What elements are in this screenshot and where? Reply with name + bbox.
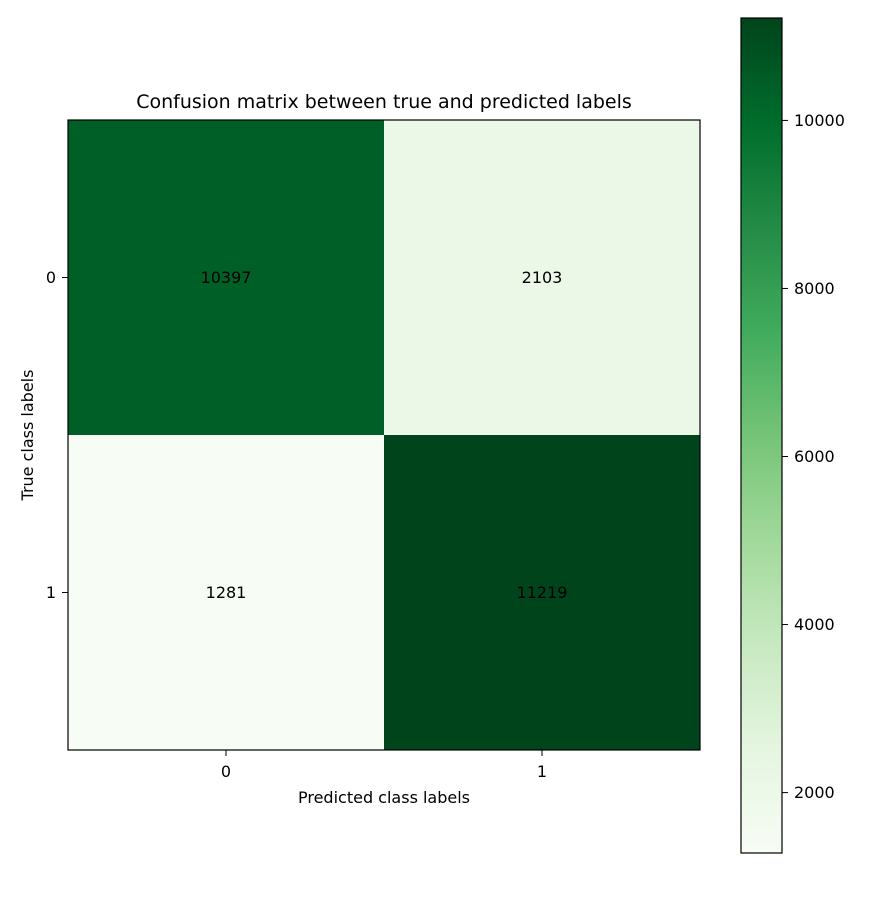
y-tick-label: 0	[46, 268, 56, 287]
heatmap-cell	[384, 435, 701, 751]
y-axis-ticks: 01	[46, 268, 68, 602]
plot-frame	[67, 119, 701, 751]
colorbar-tick-label: 2000	[794, 783, 835, 802]
cell-value-label: 2103	[522, 268, 563, 287]
y-tick-label: 1	[46, 583, 56, 602]
cell-value-label: 11219	[517, 583, 568, 602]
heatmap-cell	[68, 120, 385, 436]
heatmap-cell	[384, 120, 701, 436]
cell-value-label: 1281	[206, 583, 247, 602]
y-axis-label: True class labels	[18, 370, 37, 502]
heatmap-cells: 10397 2103 1281 11219	[68, 120, 701, 751]
x-tick-label: 1	[537, 762, 547, 781]
colorbar	[740, 17, 783, 854]
heatmap-cell	[68, 435, 385, 751]
colorbar-tick-label: 6000	[794, 447, 835, 466]
colorbar-ticks: 2000 4000 6000 8000 10000	[782, 111, 845, 802]
colorbar-tick-label: 4000	[794, 615, 835, 634]
chart-title: Confusion matrix between true and predic…	[136, 91, 632, 113]
cell-value-label: 10397	[201, 268, 252, 287]
colorbar-tick-label: 8000	[794, 279, 835, 298]
x-axis-label: Predicted class labels	[298, 788, 470, 807]
x-tick-label: 0	[221, 762, 231, 781]
colorbar-tick-label: 10000	[794, 111, 845, 130]
